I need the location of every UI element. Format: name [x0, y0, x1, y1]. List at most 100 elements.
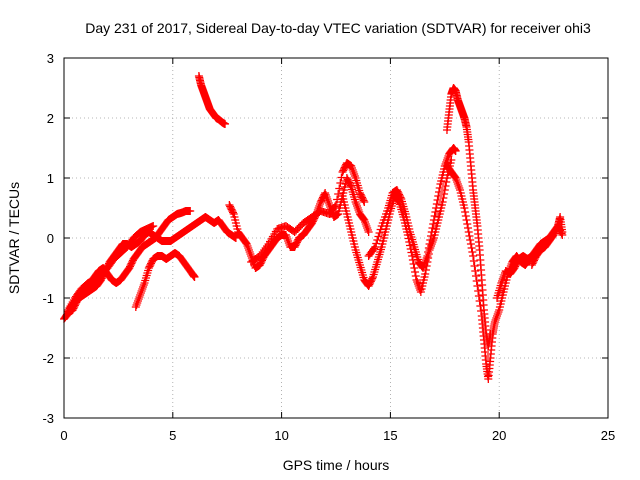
- data-point-marker: [283, 235, 292, 243]
- data-point-marker: [347, 162, 356, 170]
- data-point-marker: [363, 224, 372, 232]
- data-point-marker: [284, 237, 293, 245]
- data-point-marker: [491, 316, 500, 324]
- data-point-marker: [427, 228, 436, 236]
- data-point-marker: [408, 252, 417, 260]
- data-point-marker: [439, 194, 448, 202]
- x-tick-label: 15: [383, 428, 397, 443]
- data-point-marker: [336, 179, 345, 187]
- data-point-marker: [464, 228, 473, 236]
- data-point-marker: [135, 293, 144, 301]
- data-point-marker: [441, 182, 450, 190]
- data-point-marker: [351, 198, 360, 206]
- data-point-marker: [421, 270, 430, 278]
- data-point-marker: [492, 314, 501, 322]
- data-point-marker: [138, 285, 147, 293]
- series-trace-i: [364, 144, 460, 272]
- data-point-marker: [136, 289, 145, 297]
- data-point-marker: [421, 256, 430, 264]
- data-point-marker: [498, 275, 507, 283]
- y-tick-label: 3: [47, 51, 54, 66]
- data-point-marker: [413, 280, 422, 288]
- series-trace-d: [131, 249, 199, 311]
- data-point-marker: [474, 287, 483, 295]
- data-point-marker: [471, 267, 480, 275]
- data-point-marker: [370, 244, 379, 253]
- data-point-marker: [137, 287, 146, 295]
- data-point-marker: [442, 158, 451, 166]
- data-point-marker: [411, 272, 420, 280]
- data-point-marker: [348, 166, 357, 174]
- data-point-marker: [558, 228, 567, 236]
- data-point-marker: [337, 173, 346, 182]
- data-point-marker: [282, 233, 291, 241]
- data-point-marker: [440, 190, 449, 198]
- data-point-marker: [424, 248, 433, 256]
- data-point-marker: [452, 176, 461, 184]
- data-point-marker: [412, 276, 421, 284]
- series-trace-c: [64, 222, 158, 314]
- data-point-marker: [323, 195, 332, 203]
- data-point-marker: [470, 262, 479, 270]
- data-point-marker: [321, 189, 330, 197]
- series-trace-k: [442, 162, 534, 383]
- data-point-marker: [471, 272, 480, 280]
- data-point-marker: [466, 236, 475, 244]
- data-point-marker: [246, 250, 255, 258]
- data-point-marker: [372, 239, 381, 248]
- data-point-marker: [368, 274, 377, 283]
- data-point-marker: [477, 307, 486, 315]
- data-point-marker: [322, 193, 331, 201]
- data-point-marker: [371, 243, 380, 251]
- series-trace-g: [247, 159, 369, 266]
- data-point-marker: [349, 168, 358, 176]
- data-point-marker: [134, 295, 143, 303]
- data-point-marker: [461, 208, 470, 216]
- data-point-marker: [332, 201, 340, 209]
- data-point-marker: [410, 264, 419, 272]
- data-point-marker: [428, 224, 437, 232]
- y-tick-label: -1: [42, 291, 54, 306]
- data-point-marker: [229, 208, 238, 217]
- y-axis-label: SDTVAR / TECUs: [6, 182, 22, 294]
- data-point-marker: [411, 268, 420, 276]
- data-point-marker: [245, 248, 254, 256]
- data-point-marker: [359, 196, 368, 205]
- data-point-marker: [149, 222, 158, 230]
- data-point-marker: [360, 216, 369, 224]
- data-point-marker: [427, 232, 436, 240]
- data-point-marker: [468, 248, 477, 256]
- data-point-marker: [324, 197, 333, 205]
- data-point-marker: [421, 258, 430, 266]
- data-point-marker: [433, 196, 442, 204]
- x-axis-label: GPS time / hours: [283, 457, 390, 473]
- data-point-marker: [361, 218, 370, 226]
- data-point-marker: [242, 240, 251, 248]
- data-point-marker: [494, 308, 503, 316]
- data-point-marker: [131, 303, 140, 311]
- data-point-marker: [469, 257, 478, 265]
- data-point-marker: [346, 181, 355, 190]
- data-point-marker: [316, 200, 325, 208]
- data-point-marker: [375, 229, 384, 237]
- data-point-marker: [473, 282, 482, 290]
- data-point-marker: [335, 184, 344, 193]
- data-point-marker: [429, 216, 438, 224]
- data-point-marker: [360, 198, 369, 206]
- data-point-marker: [263, 242, 272, 250]
- data-point-marker: [431, 208, 440, 216]
- data-point-marker: [424, 244, 433, 252]
- data-point-marker: [330, 202, 339, 211]
- data-point-marker: [347, 164, 356, 172]
- data-point-marker: [364, 228, 373, 236]
- y-tick-label: 2: [47, 111, 54, 126]
- data-point-marker: [465, 232, 474, 240]
- data-point-marker: [139, 283, 148, 291]
- x-axis: 0 5 10 15 20 25: [60, 58, 615, 443]
- data-point-marker: [451, 174, 460, 182]
- x-tick-label: 0: [60, 428, 67, 443]
- data-point-marker: [353, 204, 362, 212]
- data-point-marker: [453, 180, 462, 188]
- data-point-marker: [497, 279, 506, 287]
- data-point-marker: [493, 312, 502, 320]
